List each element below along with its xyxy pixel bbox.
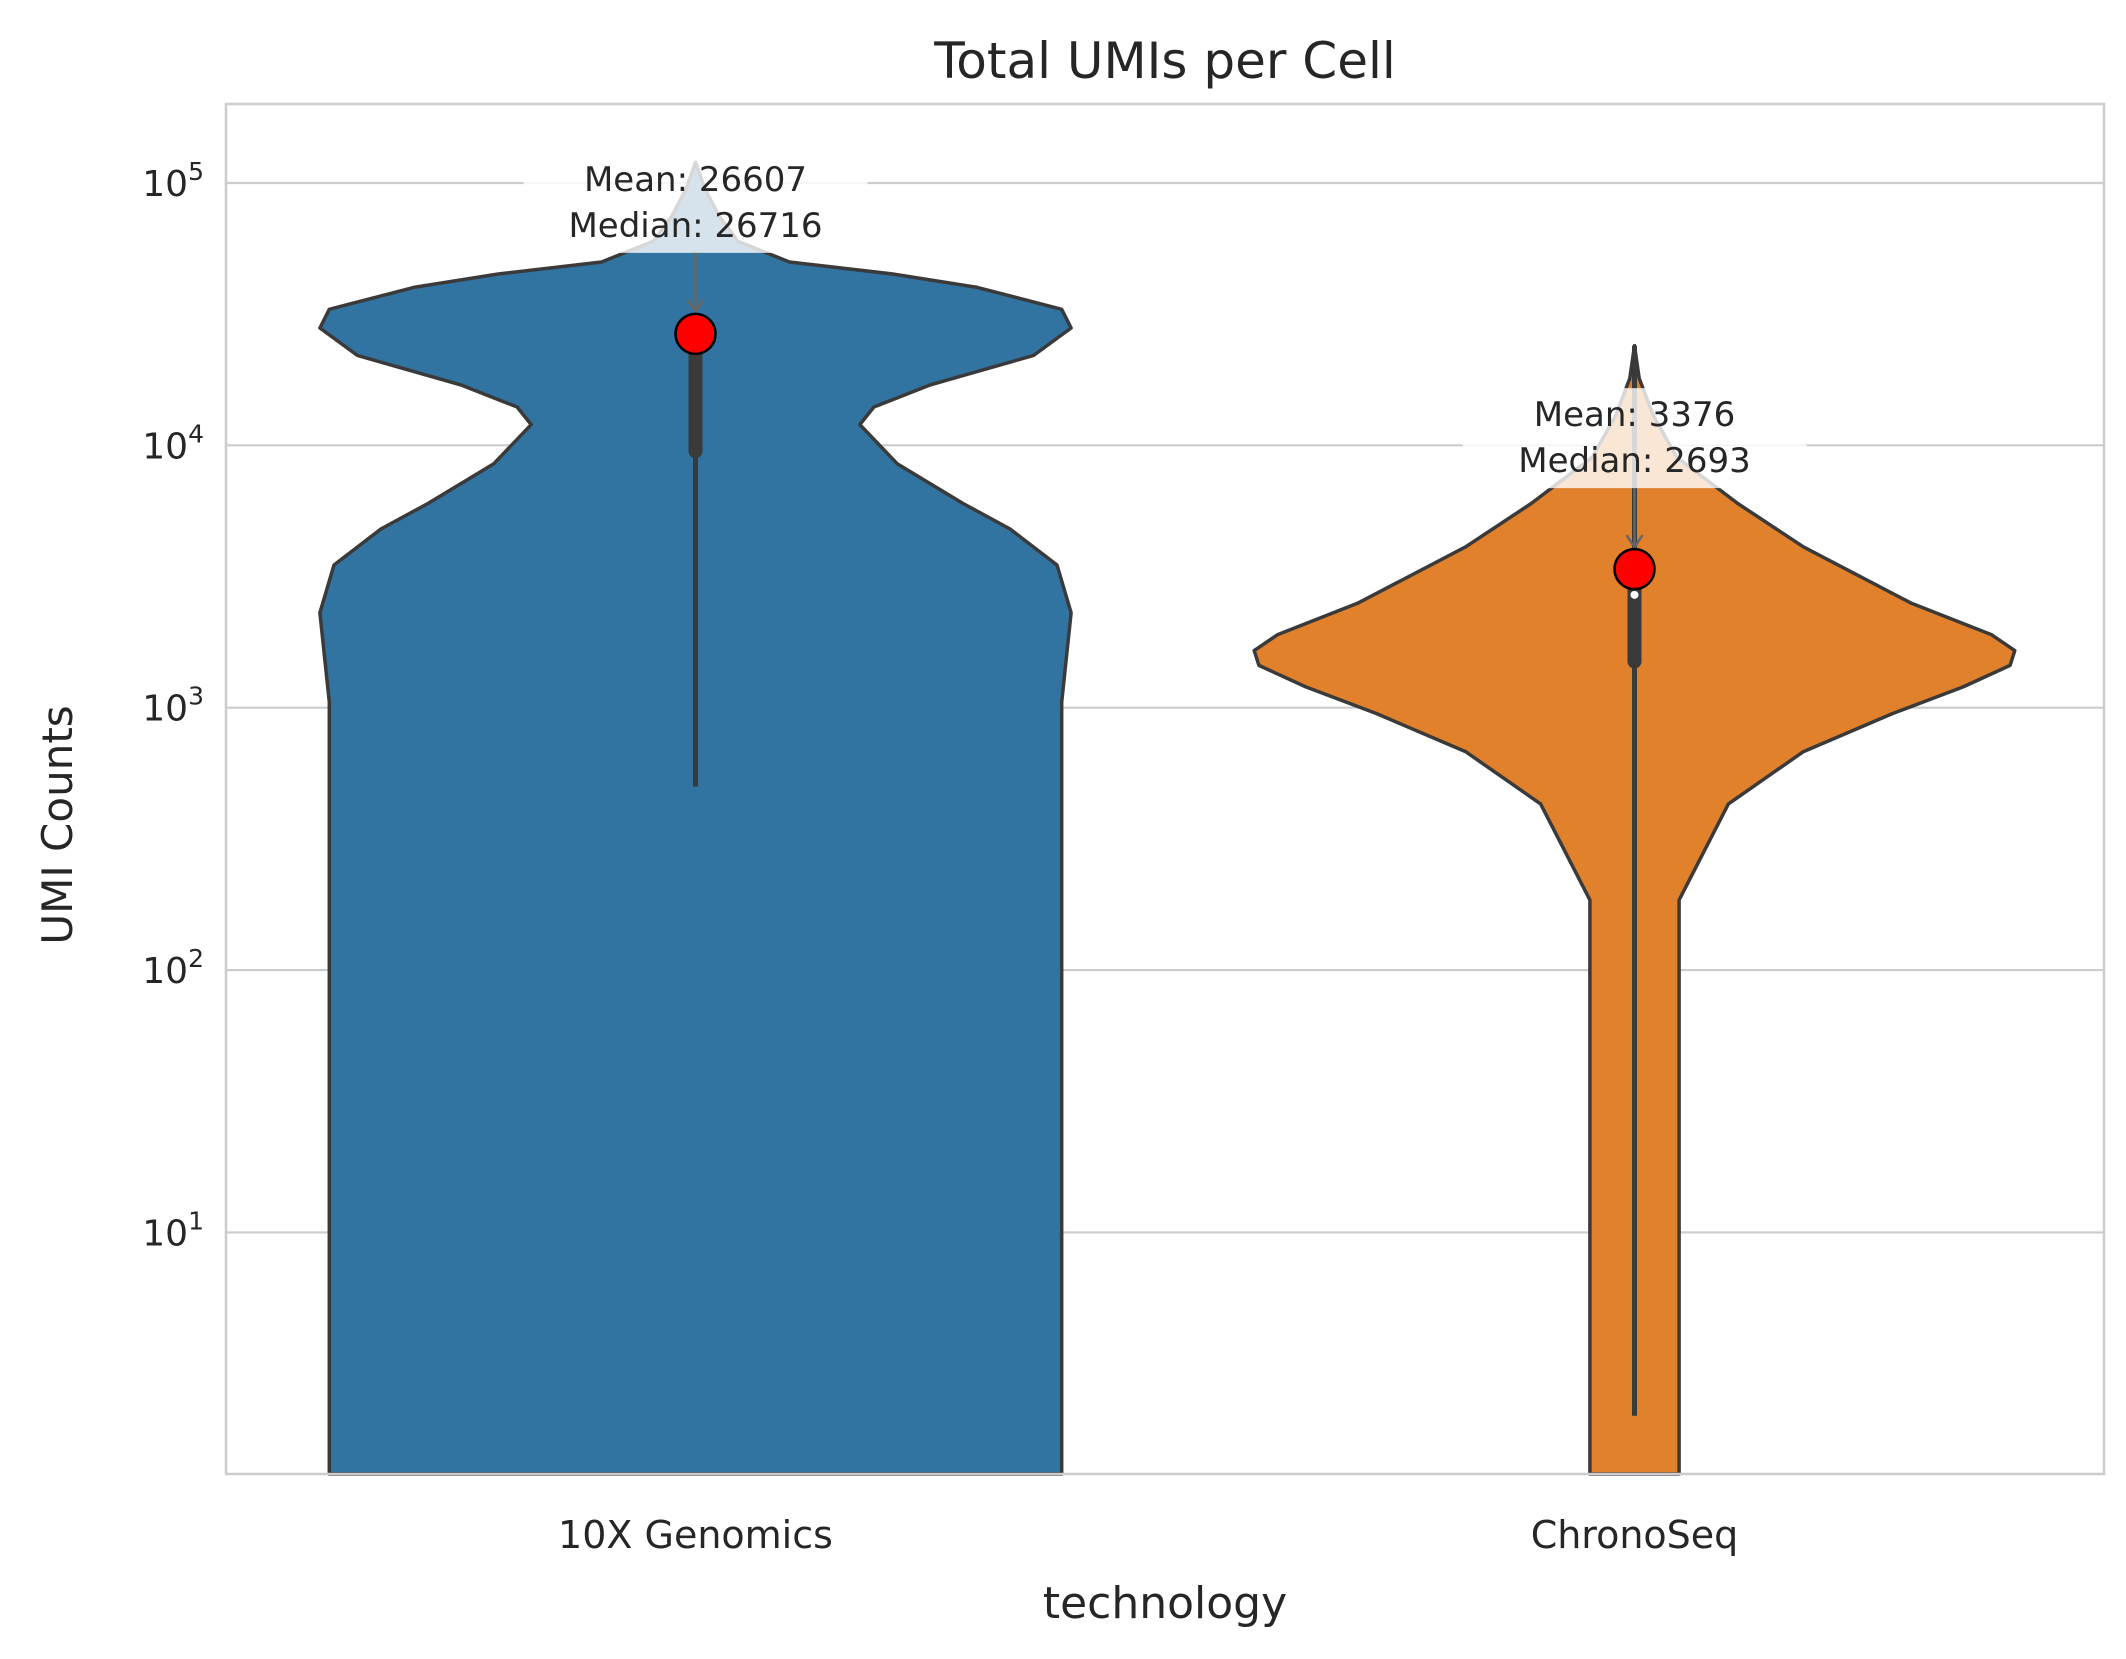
x-tick-label: ChronoSeq xyxy=(1531,1513,1739,1557)
y-tick-exponent: 3 xyxy=(188,682,204,711)
y-tick-exponent: 2 xyxy=(188,944,204,973)
y-tick-base: 10 xyxy=(142,426,188,467)
annotation-text: Mean: 26607 xyxy=(584,160,807,200)
annotation-text: Mean: 3376 xyxy=(1534,395,1735,435)
y-tick-exponent: 1 xyxy=(188,1206,204,1235)
y-axis-label: UMI Counts xyxy=(33,705,82,944)
y-tick-exponent: 4 xyxy=(188,419,204,448)
y-tick-base: 10 xyxy=(142,164,188,205)
mean-marker xyxy=(676,314,716,354)
chart-title: Total UMIs per Cell xyxy=(933,32,1396,90)
y-tick-base: 10 xyxy=(142,951,188,992)
y-tick-exponent: 5 xyxy=(188,157,204,186)
median-dot xyxy=(1631,591,1639,599)
annotation-text: Median: 2693 xyxy=(1518,441,1750,481)
y-tick-base: 10 xyxy=(142,689,188,730)
x-tick-label: 10X Genomics xyxy=(558,1513,833,1557)
x-axis-label: technology xyxy=(1043,1578,1287,1629)
y-tick-base: 10 xyxy=(142,1213,188,1254)
annotation-text: Median: 26716 xyxy=(568,206,822,246)
mean-marker xyxy=(1615,549,1655,589)
